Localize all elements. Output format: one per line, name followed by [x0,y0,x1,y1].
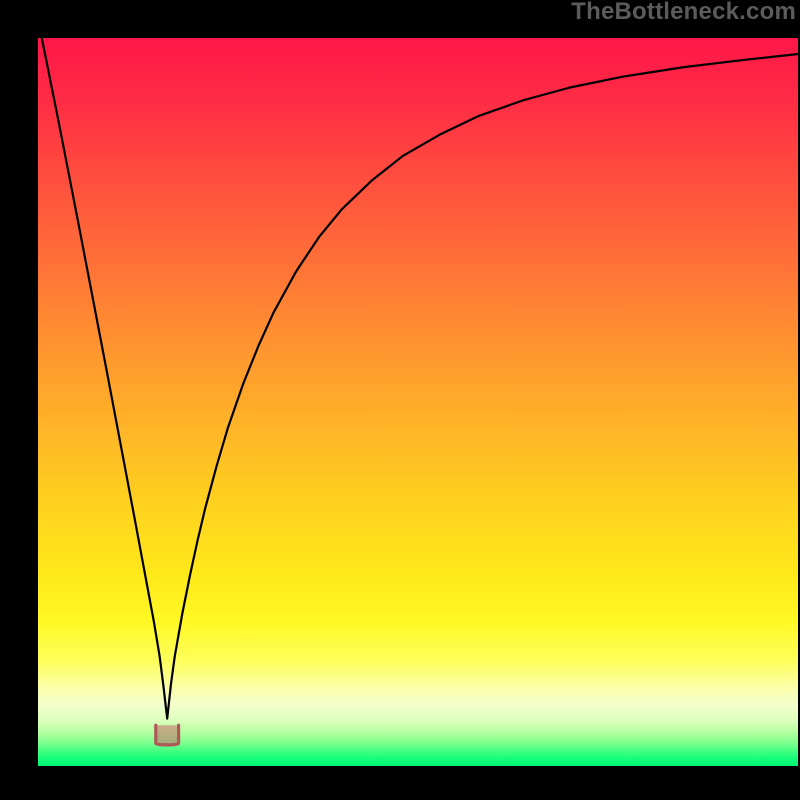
plot-area [38,38,798,766]
minimum-marker-icon [156,725,179,745]
bottleneck-curve-chart [38,38,798,766]
watermark-text: TheBottleneck.com [571,0,796,26]
chart-container: TheBottleneck.com [0,0,800,800]
